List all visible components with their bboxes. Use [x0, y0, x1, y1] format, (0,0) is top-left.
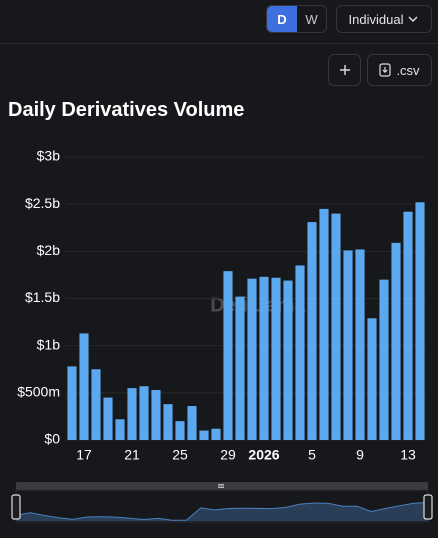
- watermark: DefiLlama: [210, 294, 306, 316]
- bar: [415, 202, 425, 440]
- bar: [127, 388, 137, 440]
- x-tick-label: 17: [76, 447, 92, 463]
- y-tick-label: $2b: [37, 242, 61, 258]
- bar: [187, 406, 197, 440]
- bar: [151, 390, 161, 440]
- x-tick-label: 25: [172, 447, 188, 463]
- y-tick-label: $1b: [37, 336, 61, 352]
- plus-icon: [339, 65, 350, 75]
- mode-select[interactable]: Individual: [336, 5, 432, 33]
- divider: [0, 43, 438, 44]
- slider-handle[interactable]: [11, 494, 21, 520]
- bar: [175, 421, 185, 440]
- x-tick-label: 9: [356, 447, 364, 463]
- y-tick-label: $500m: [17, 384, 60, 400]
- slider-handle[interactable]: [423, 494, 433, 520]
- bar: [139, 386, 149, 440]
- y-tick-label: $0: [44, 431, 60, 447]
- overview-line: [15, 502, 429, 521]
- bar: [367, 318, 377, 440]
- bar: [163, 404, 173, 440]
- bar: [259, 276, 269, 440]
- bar: [283, 280, 293, 440]
- bar: [403, 211, 413, 440]
- bar: [211, 428, 221, 440]
- bar: [115, 419, 125, 440]
- add-button[interactable]: [328, 54, 361, 86]
- y-tick-label: $1.5b: [25, 289, 60, 305]
- bar: [271, 277, 281, 440]
- bar: [343, 250, 353, 440]
- bar: [235, 296, 245, 440]
- bar: [319, 208, 329, 440]
- y-tick-label: $2.5b: [25, 195, 60, 211]
- bar: [79, 333, 89, 440]
- period-toggle: D W: [266, 5, 327, 33]
- bar: [307, 222, 317, 440]
- bar: [391, 242, 401, 440]
- x-tick-label: 2026: [248, 447, 279, 463]
- bar: [199, 430, 209, 440]
- period-day[interactable]: D: [267, 6, 297, 32]
- bar: [91, 369, 101, 440]
- bar: [247, 278, 257, 440]
- bar: [331, 213, 341, 440]
- chart-title: Daily Derivatives Volume: [8, 99, 245, 121]
- csv-button[interactable]: .csv: [367, 54, 432, 86]
- bar: [103, 397, 113, 440]
- x-tick-label: 13: [400, 447, 416, 463]
- period-week[interactable]: W: [305, 11, 318, 27]
- chevron: [408, 16, 418, 23]
- bar: [379, 279, 389, 440]
- bar: [223, 271, 233, 440]
- x-tick-label: 5: [308, 447, 316, 463]
- y-tick-label: $3b: [37, 148, 61, 164]
- x-tick-label: 29: [220, 447, 236, 463]
- bar: [295, 265, 305, 440]
- mode-label: Individual: [348, 11, 404, 27]
- bar: [355, 249, 365, 440]
- download-icon: [379, 63, 392, 77]
- slider-grip: [218, 484, 224, 488]
- overview-area: [16, 502, 428, 521]
- csv-label: .csv: [396, 62, 420, 78]
- x-tick-label: 21: [124, 447, 140, 463]
- bar: [67, 366, 77, 440]
